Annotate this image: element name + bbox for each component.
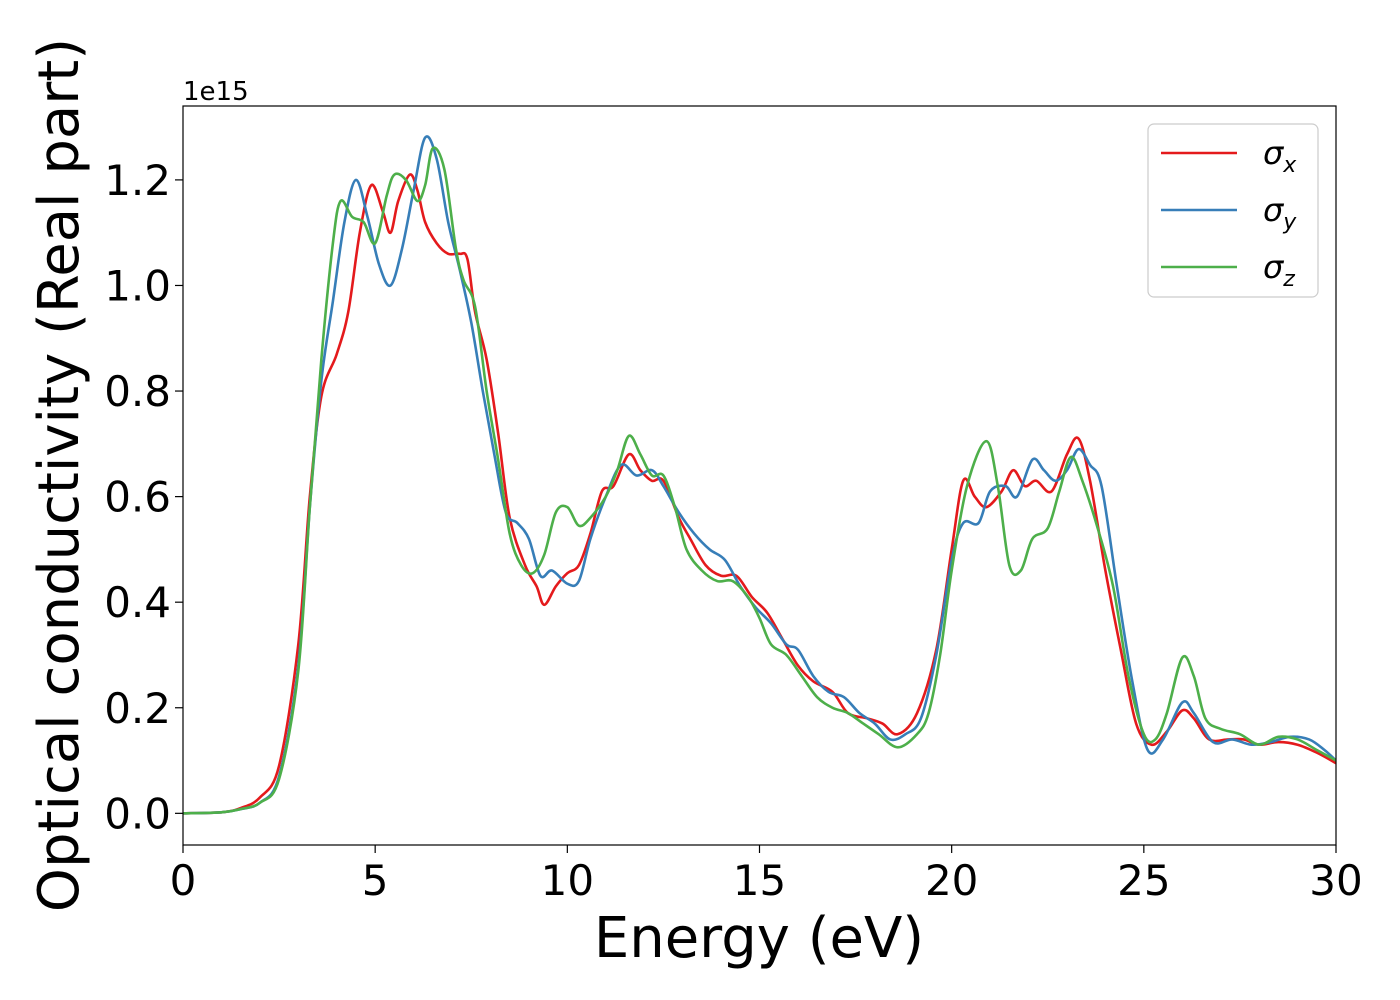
x-tick-label: 25 bbox=[1117, 856, 1170, 905]
y-tick-label: 0.8 bbox=[104, 367, 171, 416]
x-tick-label: 5 bbox=[362, 856, 389, 905]
y-offset-label: 1e15 bbox=[183, 77, 249, 107]
x-tick-label: 20 bbox=[925, 856, 978, 905]
y-tick-label: 0.0 bbox=[104, 789, 171, 838]
x-tick-label: 0 bbox=[170, 856, 197, 905]
series-line-z bbox=[183, 146, 1336, 815]
x-tick-label: 10 bbox=[541, 856, 594, 905]
y-axis-label: Optical conductivity (Real part) bbox=[27, 38, 92, 912]
series-line-y bbox=[183, 135, 1336, 815]
y-axis-ticks: 0.0 0.2 0.4 0.6 0.8 1.0 1.2 bbox=[104, 156, 183, 838]
y-tick-label: 0.6 bbox=[104, 473, 171, 522]
y-tick-label: 0.2 bbox=[104, 684, 171, 733]
series-layer bbox=[183, 135, 1336, 815]
y-tick-label: 1.0 bbox=[104, 261, 171, 310]
plot-area bbox=[182, 105, 1337, 846]
series-line-x bbox=[183, 173, 1336, 815]
y-tick-label: 1.2 bbox=[104, 156, 171, 205]
x-axis-ticks: 0 5 10 15 20 25 30 bbox=[170, 845, 1363, 905]
x-tick-label: 15 bbox=[733, 856, 786, 905]
x-axis-label: Energy (eV) bbox=[594, 906, 924, 971]
y-tick-label: 0.4 bbox=[104, 578, 171, 627]
x-tick-label: 30 bbox=[1309, 856, 1362, 905]
